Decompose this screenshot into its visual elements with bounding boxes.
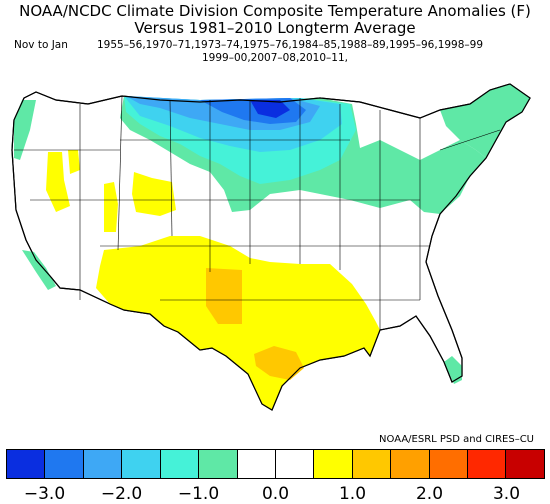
state-boundaries	[14, 95, 501, 330]
warm-region-orange-tx	[254, 346, 304, 380]
legend-swatch	[7, 450, 46, 478]
legend-swatch	[45, 450, 84, 478]
legend-swatch	[199, 450, 238, 478]
legend-swatch	[429, 450, 469, 478]
legend-tick-label: 1.0	[338, 484, 367, 504]
map-title: NOAA/NCDC Climate Division Composite Tem…	[19, 2, 531, 20]
legend-swatch	[237, 450, 276, 478]
legend-swatch	[83, 450, 123, 478]
composite-years-line-1: 1955–56,1970–71,1973–74,1975–76,1984–85,…	[97, 39, 484, 51]
legend-tick-label: −2.0	[100, 484, 143, 504]
warm-region-west-2	[68, 150, 80, 174]
us-outline-stroke	[11, 83, 531, 411]
warm-region-west-3	[104, 182, 118, 232]
legend-swatch	[352, 450, 392, 478]
legend-swatch	[391, 450, 430, 478]
credit-label: NOAA/ESRL PSD and CIRES–CU	[379, 434, 534, 445]
map-subtitle: Versus 1981–2010 Longterm Average	[134, 19, 416, 37]
legend-swatch	[160, 450, 200, 478]
legend-swatch	[506, 450, 544, 478]
legend-swatch	[275, 450, 315, 478]
cold-region-florida	[444, 356, 462, 384]
legend-tick-label: 2.0	[415, 484, 444, 504]
legend-swatch	[468, 450, 507, 478]
legend-tick-label: −1.0	[177, 484, 220, 504]
color-legend	[6, 449, 545, 479]
us-anomaly-map	[11, 83, 531, 411]
legend-swatch	[314, 450, 353, 478]
legend-swatch	[122, 450, 161, 478]
cold-region-pacific-nw	[14, 100, 36, 160]
legend-tick-label: 3.0	[492, 484, 521, 504]
cold-region-northeast	[440, 84, 530, 158]
warm-region-west-1	[46, 152, 70, 212]
warm-region-west-4	[132, 172, 176, 216]
cold-region-darkest-blue	[250, 100, 290, 118]
legend-tick-label: −3.0	[23, 484, 66, 504]
warm-region-orange-nm	[206, 268, 242, 324]
legend-tick-label: 0.0	[261, 484, 290, 504]
cold-region-california-coast	[22, 250, 56, 290]
composite-years-line-2: 1999–00,2007–08,2010–11,	[201, 52, 348, 64]
season-label: Nov to Jan	[14, 39, 68, 51]
